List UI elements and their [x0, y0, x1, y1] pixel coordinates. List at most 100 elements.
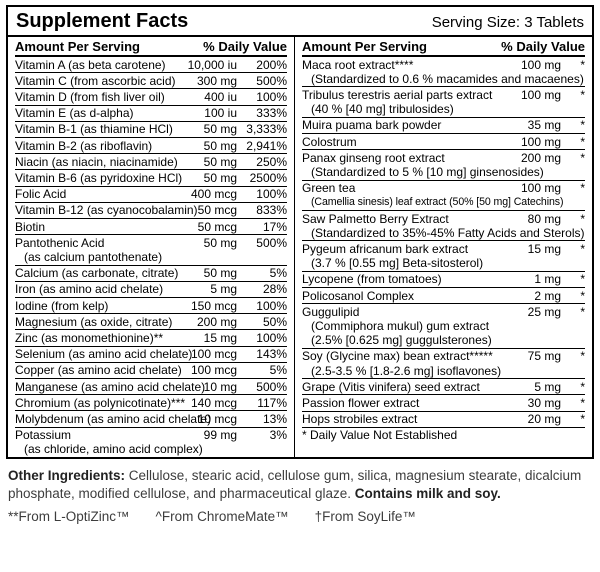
ingredient-name: Folic Acid — [15, 187, 67, 202]
ingredient-name: Niacin (as niacin, niacinamide) — [15, 154, 178, 169]
table-row: Copper (as amino acid chelate) 100 mcg 5… — [15, 361, 287, 378]
table-row-main: Guggulipid 25 mg * — [302, 305, 585, 319]
ingredient-daily-value: * — [580, 241, 585, 256]
table-row-main: Vitamin B-2 (as riboflavin) 50 mg 2,941% — [15, 139, 287, 153]
ingredient-name: Zinc (as monomethionine)** — [15, 330, 164, 345]
ingredient-daily-value: 500% — [256, 379, 287, 394]
ingredient-daily-value: * — [580, 181, 585, 196]
table-row: Tribulus terestris aerial parts extract … — [302, 86, 585, 116]
table-row-main: Pantothenic Acid 50 mg 500% — [15, 236, 287, 250]
table-row-main: Iron (as amino acid chelate) 5 mg 28% — [15, 282, 287, 296]
table-row-main: Vitamin B-12 (as cyanocobalamin) 50 mcg … — [15, 203, 287, 217]
serving-size: Serving Size: 3 Tablets — [431, 14, 584, 31]
ingredient-amount: 1 mg — [534, 272, 561, 287]
table-row-main: Vitamin B-6 (as pyridoxine HCl) 50 mg 25… — [15, 171, 287, 185]
right-column: Amount Per Serving % Daily Value Maca ro… — [295, 37, 592, 457]
ingredient-amount: 2 mg — [534, 288, 561, 303]
ingredient-daily-value: 28% — [262, 282, 287, 297]
ingredient-subtext: (2.5% [0.625 mg] guggulsterones) — [311, 333, 492, 348]
table-row-main: Vitamin D (from fish liver oil) 400 iu 1… — [15, 90, 287, 104]
ingredient-name: Panax ginseng root extract — [302, 150, 445, 165]
columns-container: Amount Per Serving % Daily Value Vitamin… — [8, 37, 592, 458]
ingredient-amount: 50 mg — [203, 122, 237, 137]
ingredient-daily-value: 17% — [262, 219, 287, 234]
ingredient-amount: 150 mcg — [190, 298, 237, 313]
ingredient-name: Vitamin E (as d-alpha) — [15, 106, 134, 121]
ingredient-daily-value: 13% — [262, 411, 287, 426]
ingredient-name: Vitamin C (from ascorbic acid) — [15, 73, 176, 88]
table-row-main: Hops strobiles extract 20 mg * — [302, 412, 585, 426]
ingredient-name: Vitamin B-6 (as pyridoxine HCl) — [15, 170, 183, 185]
ingredient-name: Colostrum — [302, 134, 357, 149]
footnote: **From L-OptiZinc™ — [8, 509, 130, 525]
table-row: Vitamin B-6 (as pyridoxine HCl) 50 mg 25… — [15, 169, 287, 185]
table-row-main: Green tea 100 mg * — [302, 181, 585, 195]
table-row-main: Saw Palmetto Berry Extract 80 mg * — [302, 212, 585, 226]
table-row: Lycopene (from tomatoes) 1 mg * — [302, 270, 585, 287]
panel-header: Supplement Facts Serving Size: 3 Tablets — [8, 7, 592, 35]
amount-per-serving-header: Amount Per Serving — [302, 39, 427, 54]
table-row-main: Grape (Vitis vinifera) seed extract 5 mg… — [302, 380, 585, 394]
ingredient-name: Lycopene (from tomatoes) — [302, 272, 442, 287]
ingredient-name: Vitamin B-1 (as thiamine HCl) — [15, 122, 173, 137]
footnote: ^From ChromeMate™ — [155, 509, 289, 525]
table-row: Manganese (as amino acid chelate) 10 mg … — [15, 378, 287, 394]
table-row: Saw Palmetto Berry Extract 80 mg * (Stan… — [302, 210, 585, 240]
ingredient-name: Vitamin B-2 (as riboflavin) — [15, 138, 153, 153]
ingredient-amount: 5 mg — [534, 379, 561, 394]
ingredient-daily-value: 200% — [256, 57, 287, 72]
footnote: †From SoyLife™ — [314, 509, 416, 525]
ingredient-daily-value: 143% — [256, 347, 287, 362]
daily-value-header: % Daily Value — [203, 39, 287, 54]
table-row-main: Potassium 99 mg 3% — [15, 428, 287, 442]
ingredient-daily-value: 2,941% — [246, 138, 287, 153]
daily-value-header: % Daily Value — [501, 39, 585, 54]
ingredient-daily-value: 3% — [269, 428, 287, 443]
table-row-main: Iodine (from kelp) 150 mcg 100% — [15, 299, 287, 313]
ingredient-name: Molybdenum (as amino acid chelate) — [15, 411, 212, 426]
table-row: Colostrum 100 mg * — [302, 133, 585, 149]
ingredient-subtext: (40 % [40 mg] tribulosides) — [311, 102, 454, 117]
ingredient-name: Pantothenic Acid — [15, 235, 105, 250]
ingredient-daily-value: 833% — [256, 203, 287, 218]
ingredient-amount: 200 mg — [196, 314, 237, 329]
ingredient-amount: 25 mg — [527, 304, 561, 319]
table-row-main: Vitamin A (as beta carotene) 10,000 iu 2… — [15, 58, 287, 72]
ingredient-daily-value: 333% — [256, 106, 287, 121]
table-row: Vitamin B-2 (as riboflavin) 50 mg 2,941% — [15, 137, 287, 153]
header-divider — [8, 35, 592, 37]
ingredient-subtext: (as chloride, amino acid complex) — [24, 442, 203, 457]
ingredient-name: Potassium — [15, 428, 72, 443]
table-row: Muira puama bark powder 35 mg * — [302, 116, 585, 133]
contains-statement: Contains milk and soy. — [354, 485, 501, 501]
ingredient-name: Policosanol Complex — [302, 288, 415, 303]
table-row: Iron (as amino acid chelate) 5 mg 28% — [15, 280, 287, 297]
table-row: Vitamin B-1 (as thiamine HCl) 50 mg 3,33… — [15, 120, 287, 137]
table-row-main: Selenium (as amino acid chelate) 100 mcg… — [15, 347, 287, 361]
ingredient-subtext: (Camellia sinesis) leaf extract (50% [50… — [311, 196, 564, 209]
ingredient-amount: 100 mg — [520, 181, 561, 196]
table-row-main: Policosanol Complex 2 mg * — [302, 289, 585, 303]
ingredient-name: Biotin — [15, 219, 46, 234]
table-row-main: Passion flower extract 30 mg * — [302, 396, 585, 410]
ingredient-daily-value: * — [580, 349, 585, 364]
ingredient-daily-value: * — [580, 57, 585, 72]
ingredient-daily-value: 250% — [256, 154, 287, 169]
table-row-main: Magnesium (as oxide, citrate) 200 mg 50% — [15, 315, 287, 329]
table-row: Vitamin E (as d-alpha) 100 iu 333% — [15, 104, 287, 121]
ingredient-amount: 50 mcg — [197, 219, 237, 234]
daily-value-note: * Daily Value Not Established — [302, 426, 585, 444]
table-row-main: Niacin (as niacin, niacinamide) 50 mg 25… — [15, 155, 287, 169]
table-row: Policosanol Complex 2 mg * — [302, 287, 585, 303]
footnotes: **From L-OptiZinc™ ^From ChromeMate™ †From… — [8, 509, 592, 524]
ingredient-subtext: (3.7 % [0.55 mg] Beta-sitosterol) — [311, 256, 484, 271]
ingredient-name: Soy (Glycine max) bean extract***** — [302, 349, 493, 364]
table-row: Folic Acid 400 mcg 100% — [15, 185, 287, 202]
ingredient-daily-value: * — [580, 150, 585, 165]
ingredient-amount: 15 mg — [203, 330, 237, 345]
ingredient-daily-value: * — [580, 412, 585, 427]
ingredient-name: Saw Palmetto Berry Extract — [302, 211, 449, 226]
table-row: Calcium (as carbonate, citrate) 50 mg 5% — [15, 264, 287, 281]
ingredient-name: Maca root extract**** — [302, 57, 414, 72]
table-row: Panax ginseng root extract 200 mg * (Sta… — [302, 149, 585, 179]
